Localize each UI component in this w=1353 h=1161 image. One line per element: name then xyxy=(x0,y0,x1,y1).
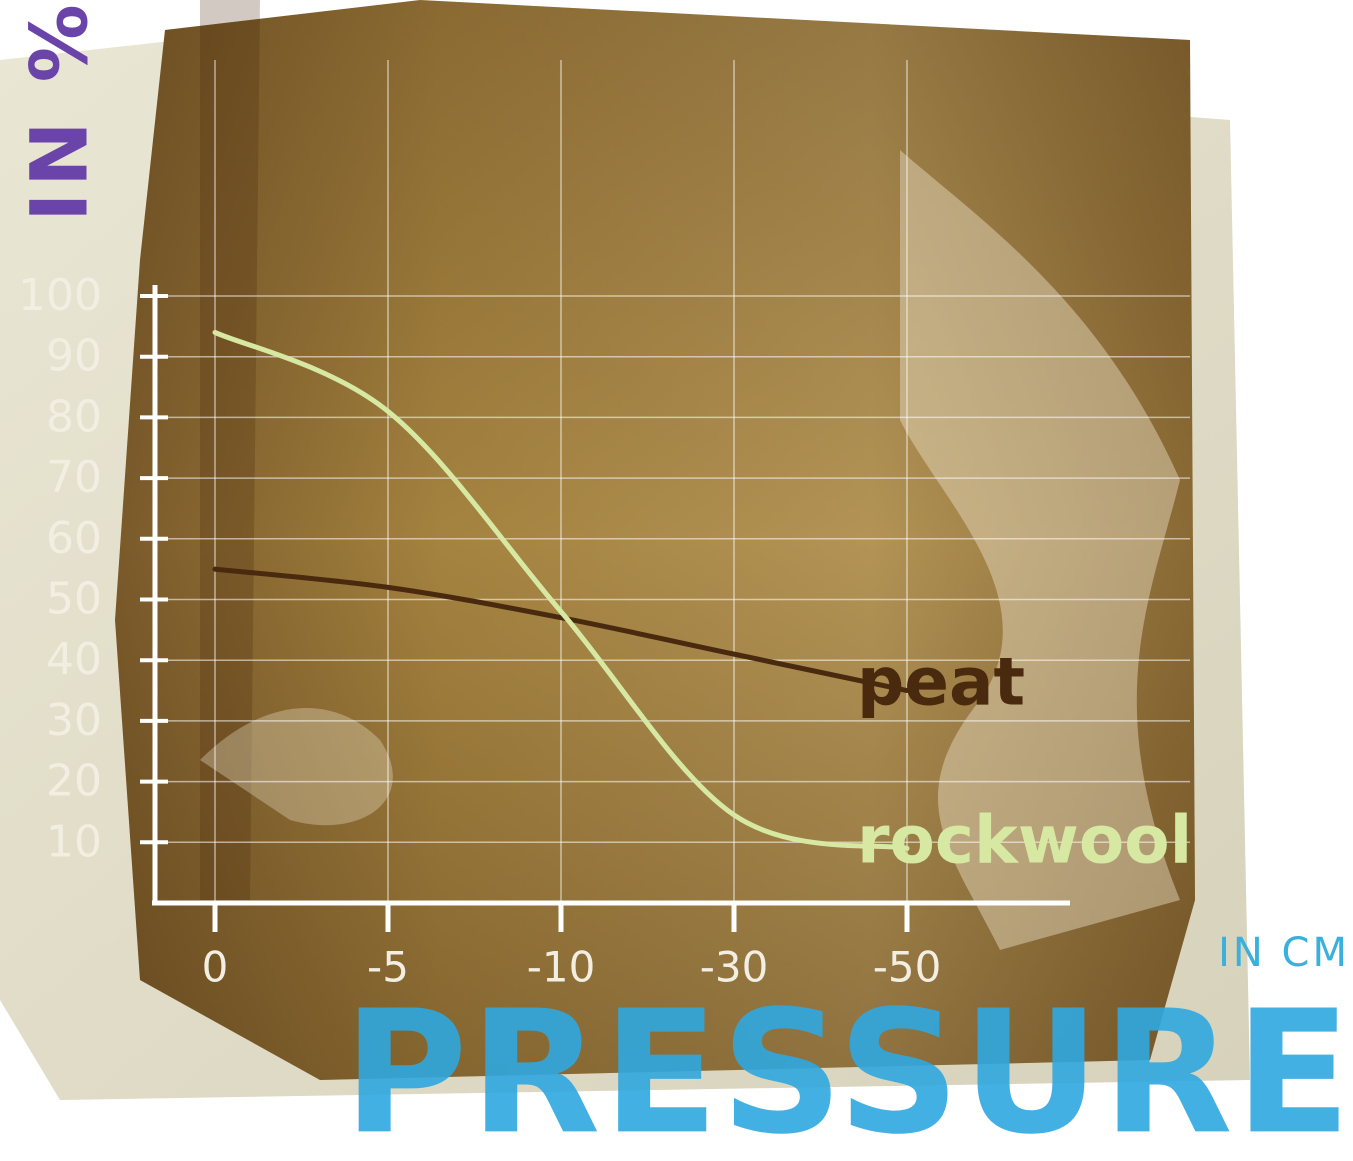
chart: 1020304050607080901000-5-10-30-50peatroc… xyxy=(0,0,1353,1161)
y-tick-label: 10 xyxy=(46,816,102,867)
x-axis-title: PRESSURE xyxy=(343,974,1353,1161)
y-tick-label: 30 xyxy=(46,695,102,746)
y-tick-label: 100 xyxy=(18,270,102,321)
y-tick-label: 80 xyxy=(46,391,102,442)
y-tick-label: 90 xyxy=(46,331,102,382)
x-tick-label: 0 xyxy=(202,943,229,992)
y-axis-title: IN % xyxy=(15,0,105,222)
y-tick-label: 50 xyxy=(46,574,102,625)
legend-label: rockwool xyxy=(857,801,1192,878)
legend-label: peat xyxy=(857,644,1025,721)
background xyxy=(0,0,1250,1100)
y-tick-label: 40 xyxy=(46,634,102,685)
y-tick-label: 70 xyxy=(46,452,102,503)
x-axis-unit: IN CM xyxy=(1218,930,1350,976)
y-tick-label: 60 xyxy=(46,513,102,564)
y-tick-label: 20 xyxy=(46,756,102,807)
